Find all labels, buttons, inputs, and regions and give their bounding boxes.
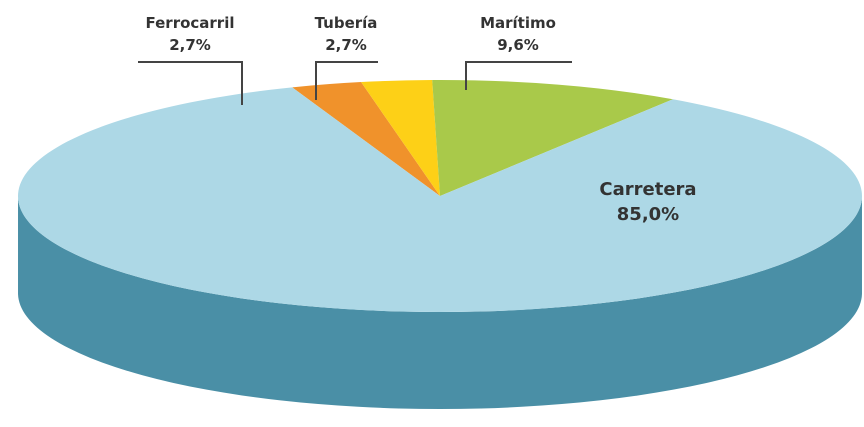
pie-sides xyxy=(18,197,862,410)
label-ferrocarril-value: 2,7% xyxy=(169,36,211,54)
label-ferrocarril-name: Ferrocarril xyxy=(145,14,234,32)
leader-maritimo xyxy=(465,61,572,90)
pie-slice-tubería xyxy=(361,80,440,196)
label-carretera-value: 85,0% xyxy=(617,204,679,225)
leader-ferrocarril xyxy=(138,61,243,105)
label-maritimo-value: 9,6% xyxy=(497,36,539,54)
label-tuberia-value: 2,7% xyxy=(325,36,367,54)
pie-slice-carretera xyxy=(18,87,863,312)
label-tuberia-name: Tubería xyxy=(315,14,378,32)
label-maritimo-name: Marítimo xyxy=(480,14,556,32)
pie-slice-marítimo xyxy=(432,80,673,196)
pie-top xyxy=(18,80,863,312)
label-carretera-name: Carretera xyxy=(599,179,696,200)
pie-side-carretera xyxy=(18,197,862,410)
pie-slice-ferrocarril xyxy=(292,82,440,196)
leader-tuberia xyxy=(315,61,378,100)
leader-lines xyxy=(138,61,572,105)
